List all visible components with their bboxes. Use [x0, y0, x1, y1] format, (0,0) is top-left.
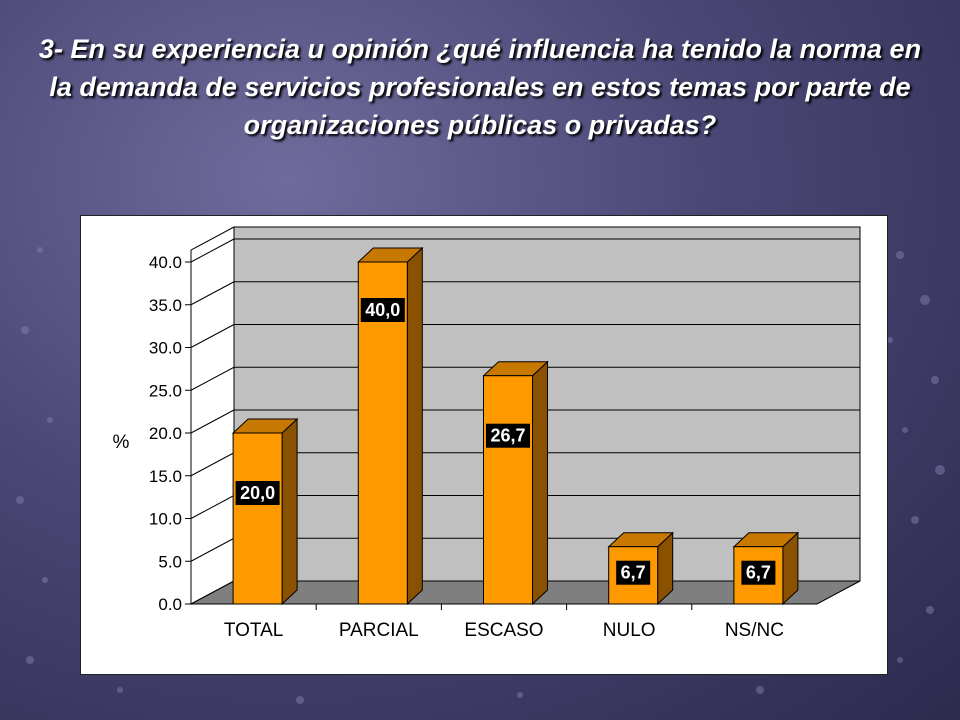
data-label: 40,0: [365, 300, 400, 320]
bar: [232, 432, 283, 605]
data-label-background: [235, 481, 280, 505]
data-label: 6,7: [746, 563, 771, 583]
bar-side: [281, 417, 298, 606]
y-tick-label: 5.0: [158, 552, 182, 571]
gridline-side: [190, 452, 235, 477]
data-label-background: [616, 560, 651, 585]
gridline-side: [190, 281, 235, 306]
bar-chart: 0.0 5.0 10.0 15.0 20.0 25.0 30.0 35.0 40.0% 20,0 T…: [113, 226, 861, 641]
x-category-label: NULO: [603, 620, 656, 641]
y-tick-label: 20.0: [149, 424, 182, 443]
y-tick-label: 40.0: [149, 253, 182, 272]
gridline-side: [190, 495, 235, 519]
y-tick-label: 25.0: [149, 381, 182, 400]
data-label-background: [486, 423, 530, 448]
chart-panel: 0.0 5.0 10.0 15.0 20.0 25.0 30.0 35.0 40.0% 20,0 T…: [80, 215, 888, 675]
gridline-side: [190, 409, 235, 434]
gridline-side: [190, 238, 235, 263]
slide-title: 3- En su experiencia u opinión ¿qué infl…: [38, 34, 922, 140]
bar-side: [406, 246, 423, 606]
y-tick-label: 15.0: [149, 467, 182, 486]
y-tick-label: 35.0: [149, 296, 182, 315]
y-tick-label: 30.0: [149, 339, 182, 358]
x-category-label: PARCIAL: [339, 620, 419, 641]
x-category-label: NS/NC: [725, 620, 784, 641]
bar: [483, 375, 533, 605]
data-label: 20,0: [240, 483, 275, 503]
data-label: 26,7: [490, 426, 525, 446]
gridline-side: [190, 537, 235, 562]
gridline-side: [190, 324, 235, 348]
bar-side: [532, 360, 548, 606]
y-axis-label: %: [113, 432, 130, 453]
plot-side-wall: [190, 226, 235, 605]
x-category-label: TOTAL: [224, 620, 283, 641]
y-tick-label: 0.0: [158, 595, 182, 614]
y-tick-label: 10.0: [149, 510, 182, 529]
data-label: 6,7: [621, 563, 646, 583]
gridline-side: [190, 366, 235, 391]
x-category-label: ESCASO: [464, 620, 543, 641]
data-label-background: [741, 560, 776, 585]
data-label-background: [360, 298, 405, 322]
